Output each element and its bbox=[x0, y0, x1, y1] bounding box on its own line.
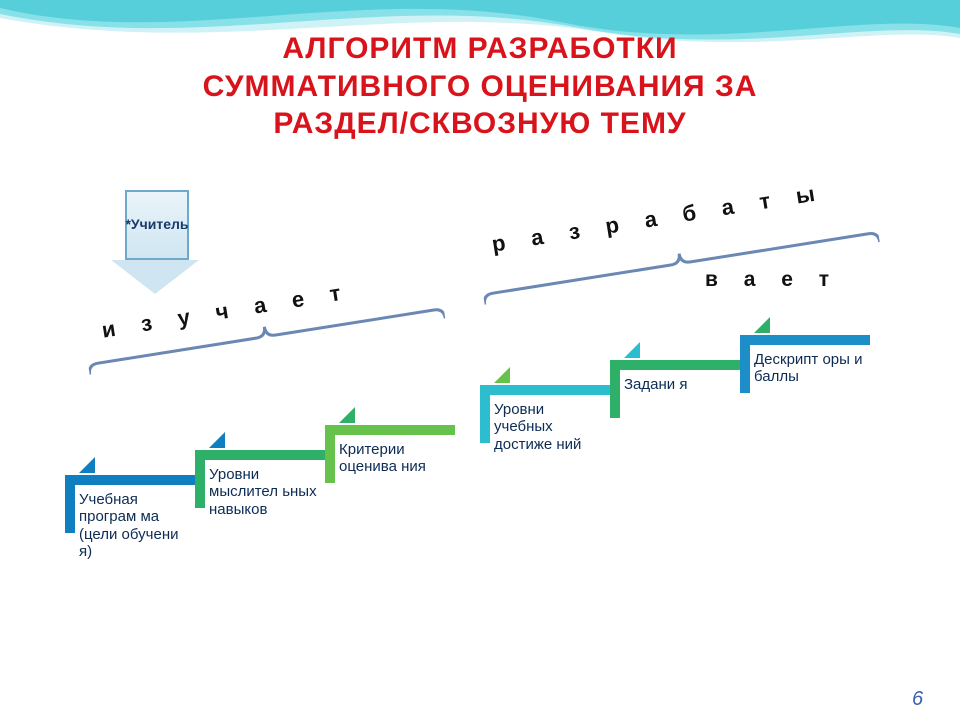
step-marker-icon bbox=[624, 342, 640, 358]
step-tread bbox=[65, 475, 195, 485]
teacher-arrow: *Учитель bbox=[125, 190, 199, 294]
step-marker-icon bbox=[339, 407, 355, 423]
title-line-3: РАЗДЕЛ/СКВОЗНУЮ ТЕМУ bbox=[0, 105, 960, 143]
step-label: Критерии оценива ния bbox=[339, 441, 451, 476]
step-marker-icon bbox=[494, 367, 510, 383]
step-tread bbox=[480, 385, 610, 395]
step-label: Дескрипт оры и баллы bbox=[754, 351, 866, 386]
step-tread bbox=[610, 360, 740, 370]
step-label: Уровни учебных достиже ний bbox=[494, 401, 606, 453]
step-tread bbox=[195, 450, 325, 460]
arrow-head-icon bbox=[111, 260, 199, 294]
slide-title: АЛГОРИТМ РАЗРАБОТКИ СУММАТИВНОГО ОЦЕНИВА… bbox=[0, 30, 960, 143]
step-label: Задани я bbox=[624, 376, 736, 393]
step-tread bbox=[740, 335, 870, 345]
teacher-arrow-label: *Учитель bbox=[125, 190, 189, 260]
step-label: Учебная програм ма (цели обучени я) bbox=[79, 491, 191, 560]
step-marker-icon bbox=[754, 317, 770, 333]
title-line-1: АЛГОРИТМ РАЗРАБОТКИ bbox=[0, 30, 960, 68]
page-number: 6 bbox=[912, 688, 923, 711]
slide: АЛГОРИТМ РАЗРАБОТКИ СУММАТИВНОГО ОЦЕНИВА… bbox=[0, 0, 960, 720]
step-marker-icon bbox=[209, 432, 225, 448]
step-label: Уровни мыслител ьных навыков bbox=[209, 466, 321, 518]
title-line-2: СУММАТИВНОГО ОЦЕНИВАНИЯ ЗА bbox=[0, 68, 960, 106]
step-tread bbox=[325, 425, 455, 435]
step-marker-icon bbox=[79, 457, 95, 473]
